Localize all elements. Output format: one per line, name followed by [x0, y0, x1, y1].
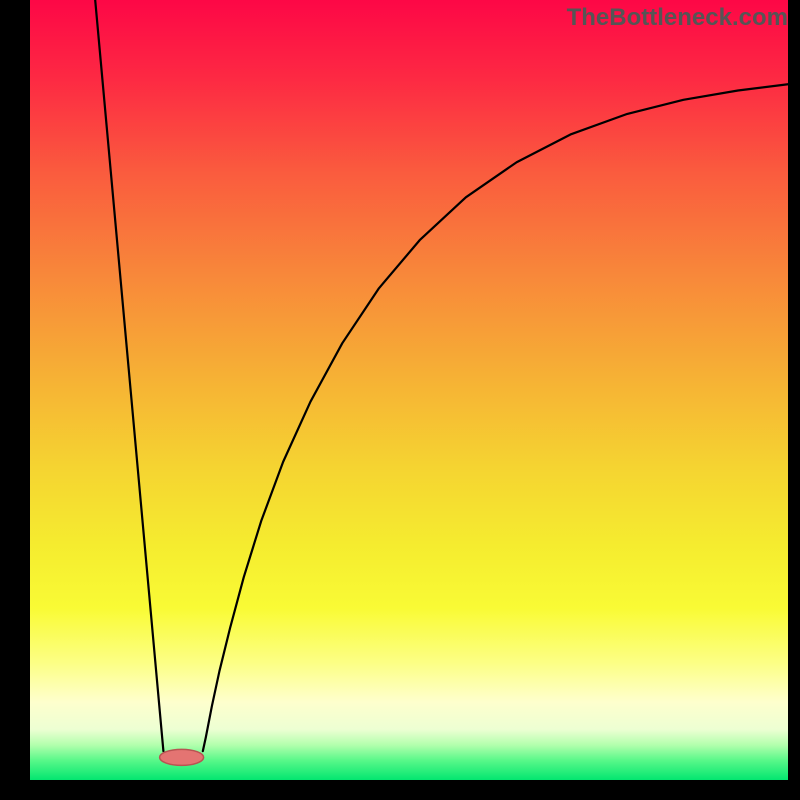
- watermark-text: TheBottleneck.com: [567, 4, 788, 32]
- gradient-background: [30, 0, 788, 780]
- optimal-marker: [160, 749, 204, 765]
